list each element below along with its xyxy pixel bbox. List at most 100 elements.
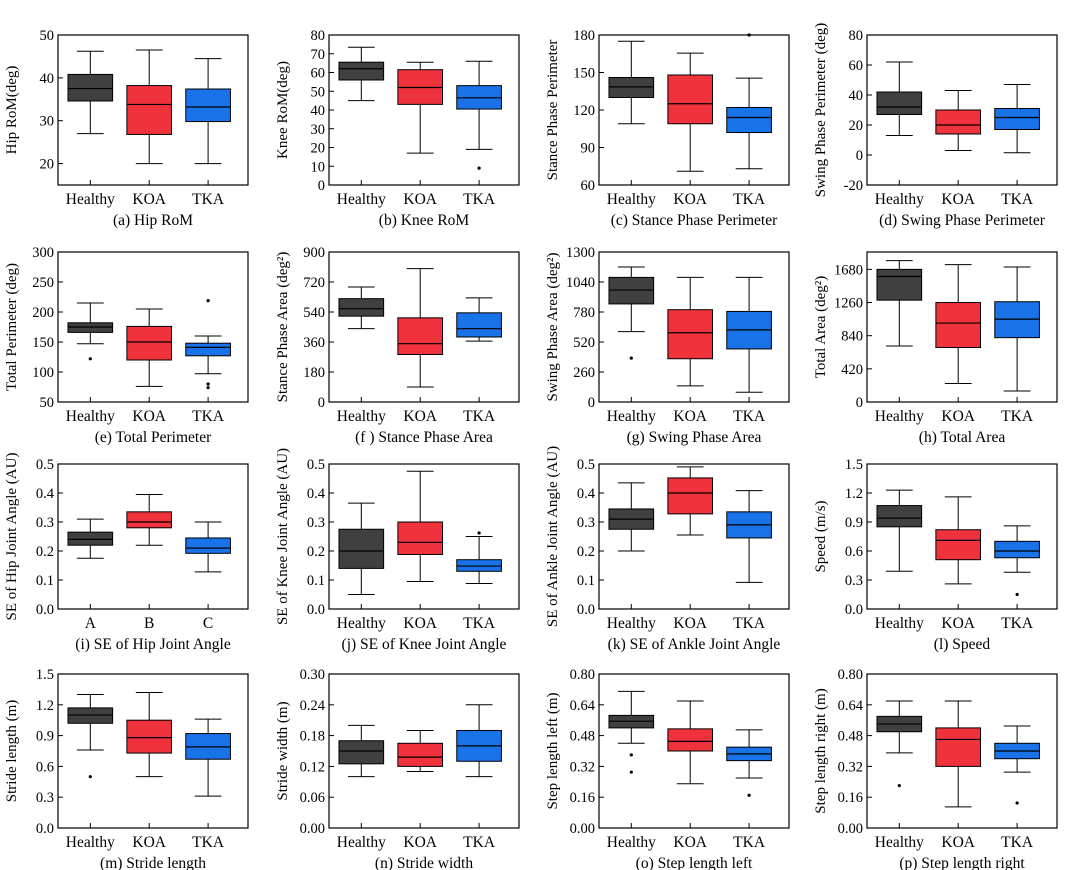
iqr-box <box>126 719 173 754</box>
plot-frame <box>328 673 520 829</box>
outlier-point <box>1015 801 1019 805</box>
chart-panel-11: 0.0 0.1 0.2 0.3 0.4 0.5 SE of Ankle Joint Angl… <box>545 446 790 653</box>
y-axis-label: Total Area (deg²) <box>813 276 829 379</box>
iqr-box <box>876 505 923 528</box>
box-tka <box>994 725 1040 805</box>
x-tick-label: TKA <box>1001 408 1034 425</box>
x-tick-label: Healthy <box>607 191 656 208</box>
y-axis-label: Stance Phase Perimeter <box>545 40 561 181</box>
box-tka <box>185 58 231 165</box>
y-axis-label: SE of Hip Joint Angle (AU) <box>4 453 20 621</box>
x-tick-label: KOA <box>941 191 975 208</box>
box-koa <box>935 496 982 585</box>
box-healthy <box>876 700 923 788</box>
chart-caption: (d) Swing Phase Perimeter <box>879 212 1046 229</box>
chart-caption: (b) Knee RoM <box>379 212 470 229</box>
x-tick-label: C <box>203 615 213 632</box>
chart-caption: (p) Step length right <box>899 855 1025 870</box>
y-tick-label: 30 <box>311 122 326 138</box>
x-tick-label: KOA <box>673 191 707 208</box>
y-tick-label: 0 <box>318 178 325 194</box>
y-tick-label: 40 <box>311 103 326 119</box>
y-tick-label: 0.0 <box>577 602 595 618</box>
x-tick-label: KOA <box>403 191 437 208</box>
y-axis-label: Knee RoM(deg) <box>275 61 291 159</box>
y-tick-label: 0.24 <box>300 698 326 714</box>
plot-frame <box>328 463 520 610</box>
y-tick-label: 0.0 <box>845 602 863 618</box>
iqr-box <box>67 73 114 102</box>
iqr-box <box>667 477 714 515</box>
chart-caption: (n) Stride width <box>375 855 473 870</box>
plot-frame <box>866 251 1058 403</box>
y-tick-label: 520 <box>573 335 595 351</box>
chart-panel-3: 60 90 120 150 180 Stance Phase Perimeter Healt… <box>545 28 790 229</box>
box-tka <box>185 718 231 797</box>
x-tick-label: Healthy <box>66 408 115 425</box>
chart-panel-14: 0.00 0.06 0.12 0.18 0.24 0.30 Stride width (m)… <box>275 667 520 870</box>
iqr-box <box>935 727 982 767</box>
y-tick-label: 0.06 <box>300 790 325 806</box>
box-koa <box>935 90 982 151</box>
chart-caption: (j) SE of Knee Joint Angle <box>342 636 507 653</box>
chart-caption: (e) Total Perimeter <box>95 429 212 446</box>
chart-panel-13: 0.0 0.3 0.6 0.9 1.2 1.5 Stride length (m) Healt… <box>4 667 249 870</box>
y-tick-label: 0 <box>856 148 863 164</box>
box-koa <box>667 466 714 536</box>
y-tick-label: -20 <box>844 178 863 194</box>
y-tick-label: 360 <box>303 335 325 351</box>
y-tick-label: 420 <box>841 362 863 378</box>
x-tick-label: Healthy <box>607 408 656 425</box>
x-tick-label: KOA <box>403 408 437 425</box>
x-tick-label: TKA <box>1001 615 1034 632</box>
y-tick-label: 0.6 <box>845 544 863 560</box>
box-koa <box>935 700 982 808</box>
y-tick-label: 0.00 <box>570 821 595 837</box>
chart-caption: (a) Hip RoM <box>113 212 193 229</box>
y-tick-label: 200 <box>32 305 54 321</box>
y-tick-label: 20 <box>40 157 55 173</box>
iqr-box <box>726 107 772 133</box>
y-tick-label: 20 <box>311 141 326 157</box>
box-healthy <box>608 40 655 125</box>
box-tka <box>726 276 772 393</box>
iqr-box <box>667 728 714 752</box>
chart-panel-4: -20 0 20 40 60 80 Swing Phase Perimeter (deg) H… <box>813 23 1058 229</box>
box-koa <box>397 729 444 773</box>
chart-caption: (k) SE of Ankle Joint Angle <box>608 636 781 653</box>
y-tick-label: 70 <box>311 47 326 63</box>
iqr-box <box>876 91 923 115</box>
iqr-box <box>667 74 714 125</box>
x-tick-label: TKA <box>733 191 766 208</box>
iqr-box <box>876 268 923 301</box>
y-tick-label: 50 <box>311 84 326 100</box>
y-tick-label: 40 <box>40 71 55 87</box>
iqr-box <box>185 537 231 554</box>
box-koa <box>126 308 173 387</box>
y-tick-label: 0.80 <box>838 667 863 683</box>
plot-frame <box>598 251 790 403</box>
y-axis-label: Stance Phase Area (deg²) <box>275 252 291 403</box>
y-axis-label: Speed (m/s) <box>813 500 829 572</box>
box-healthy <box>338 724 385 778</box>
y-tick-label: 30 <box>40 114 55 130</box>
y-axis-label: Swing Phase Perimeter (deg) <box>813 23 829 198</box>
chart-panel-12: 0.0 0.3 0.6 0.9 1.2 1.5 Speed (m/s) Healthy KOA T… <box>813 457 1058 653</box>
box-tka <box>456 297 502 342</box>
x-tick-label: KOA <box>403 615 437 632</box>
y-tick-label: 50 <box>40 28 55 44</box>
x-tick-label: Healthy <box>875 615 924 632</box>
y-tick-label: 50 <box>40 395 55 411</box>
y-tick-label: 0.32 <box>570 759 595 775</box>
box-c <box>185 521 231 573</box>
y-tick-label: 1.5 <box>845 457 863 473</box>
box-tka <box>726 729 772 797</box>
box-tka <box>726 33 772 170</box>
plot-frame <box>57 251 249 403</box>
y-tick-label: 1.2 <box>845 486 863 502</box>
y-tick-label: 0.30 <box>300 667 325 683</box>
y-tick-label: 900 <box>303 245 325 261</box>
y-tick-label: 0.2 <box>577 544 595 560</box>
box-tka <box>994 266 1040 392</box>
iqr-box <box>338 528 385 569</box>
